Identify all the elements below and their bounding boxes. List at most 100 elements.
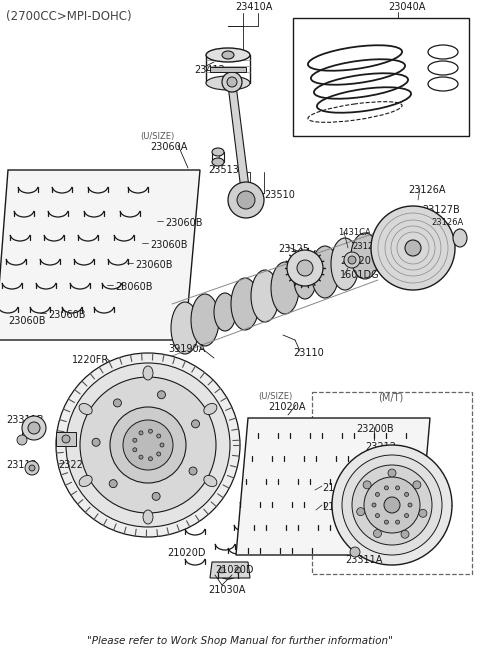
Bar	[312, 392, 472, 574]
Ellipse shape	[231, 278, 259, 330]
Ellipse shape	[204, 403, 217, 415]
Circle shape	[222, 72, 242, 92]
Circle shape	[148, 457, 153, 460]
Circle shape	[363, 481, 371, 489]
Polygon shape	[228, 85, 250, 198]
Ellipse shape	[79, 476, 92, 487]
Circle shape	[372, 503, 376, 507]
Text: 21020D: 21020D	[322, 483, 360, 493]
Text: 23125: 23125	[278, 244, 309, 254]
Ellipse shape	[351, 233, 379, 279]
Bar	[293, 18, 469, 136]
Text: 23060B: 23060B	[150, 240, 188, 250]
Text: (U/SIZE): (U/SIZE)	[140, 132, 174, 141]
Text: 23126A: 23126A	[432, 218, 464, 227]
Text: 21020A: 21020A	[268, 402, 305, 412]
Circle shape	[219, 567, 225, 573]
Circle shape	[419, 510, 427, 517]
Circle shape	[373, 529, 382, 538]
Ellipse shape	[143, 510, 153, 524]
Ellipse shape	[171, 302, 199, 354]
Circle shape	[396, 520, 399, 524]
Text: (2700CC>MPI-DOHC): (2700CC>MPI-DOHC)	[6, 10, 132, 23]
Circle shape	[25, 461, 39, 475]
Circle shape	[157, 391, 166, 399]
Text: 23311B: 23311B	[6, 415, 44, 425]
Ellipse shape	[222, 51, 234, 59]
Circle shape	[62, 435, 70, 443]
Ellipse shape	[143, 366, 153, 380]
Circle shape	[350, 547, 360, 557]
Circle shape	[157, 452, 161, 456]
Circle shape	[287, 250, 323, 286]
Circle shape	[139, 431, 143, 435]
Text: 23110: 23110	[293, 348, 324, 358]
Ellipse shape	[271, 262, 299, 314]
Text: "Please refer to Work Shop Manual for further information": "Please refer to Work Shop Manual for fu…	[87, 636, 393, 646]
Text: 23412: 23412	[194, 65, 225, 75]
Circle shape	[22, 416, 46, 440]
Ellipse shape	[204, 476, 217, 487]
Circle shape	[235, 567, 241, 573]
Circle shape	[405, 493, 408, 496]
Text: (M/T): (M/T)	[378, 392, 403, 402]
Circle shape	[408, 503, 412, 507]
Ellipse shape	[251, 270, 279, 322]
Circle shape	[66, 363, 230, 527]
Text: 21020D: 21020D	[322, 502, 360, 512]
Text: 23212: 23212	[365, 442, 396, 452]
Circle shape	[396, 486, 399, 490]
Text: 21020D: 21020D	[215, 565, 253, 575]
Text: 23126A: 23126A	[408, 185, 445, 195]
Circle shape	[139, 455, 143, 459]
Circle shape	[152, 493, 160, 500]
Circle shape	[384, 497, 400, 513]
Circle shape	[189, 467, 197, 475]
Circle shape	[228, 182, 264, 218]
Ellipse shape	[331, 238, 359, 290]
Circle shape	[29, 465, 35, 471]
Text: 39190A: 39190A	[168, 344, 205, 354]
Text: 23060A: 23060A	[150, 142, 187, 152]
Ellipse shape	[191, 294, 219, 346]
Text: 23311A: 23311A	[345, 555, 383, 565]
Circle shape	[375, 514, 379, 517]
Text: 23124B: 23124B	[352, 242, 384, 251]
Circle shape	[192, 420, 200, 428]
Text: 23510: 23510	[264, 190, 295, 200]
Circle shape	[133, 438, 137, 442]
Text: 23200B: 23200B	[356, 424, 394, 434]
Ellipse shape	[294, 261, 316, 299]
Ellipse shape	[311, 246, 339, 298]
Circle shape	[405, 240, 421, 256]
Ellipse shape	[212, 148, 224, 156]
Polygon shape	[236, 418, 430, 555]
Circle shape	[109, 479, 117, 487]
Text: 23127B: 23127B	[422, 205, 460, 215]
Circle shape	[413, 481, 421, 489]
Text: 23513: 23513	[208, 165, 239, 175]
Circle shape	[384, 486, 388, 490]
Text: 21030A: 21030A	[208, 585, 245, 595]
Circle shape	[28, 422, 40, 434]
Bar	[56, 432, 76, 446]
Circle shape	[405, 514, 408, 517]
Polygon shape	[0, 170, 200, 340]
Circle shape	[364, 477, 420, 533]
Text: (U/SIZE): (U/SIZE)	[258, 392, 292, 401]
Circle shape	[56, 353, 240, 537]
Text: 23410A: 23410A	[235, 2, 272, 12]
Circle shape	[133, 448, 137, 452]
Ellipse shape	[212, 158, 224, 166]
Ellipse shape	[453, 229, 467, 247]
Text: 23226B: 23226B	[58, 460, 96, 470]
Ellipse shape	[79, 403, 92, 415]
Ellipse shape	[214, 293, 236, 331]
Circle shape	[113, 399, 121, 407]
Text: 1601DG: 1601DG	[340, 270, 380, 280]
Text: 23040A: 23040A	[388, 2, 425, 12]
Circle shape	[332, 445, 452, 565]
Circle shape	[160, 443, 164, 447]
Circle shape	[357, 508, 365, 515]
Circle shape	[148, 429, 153, 433]
